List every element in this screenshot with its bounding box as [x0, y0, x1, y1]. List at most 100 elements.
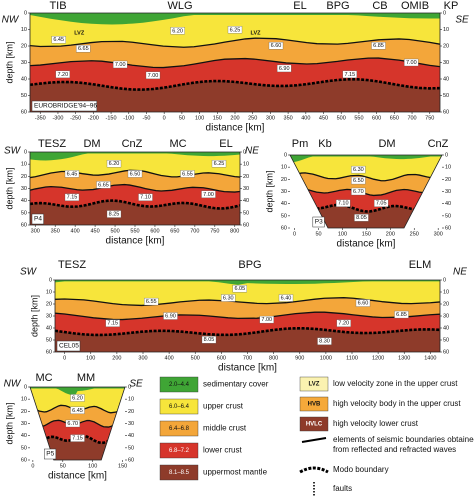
y-tick-label: 10 — [243, 162, 249, 168]
region-label: KP — [444, 0, 459, 12]
moho-boundary — [30, 199, 240, 210]
profile-tag: EUROBRIDGE'94–96 — [34, 103, 97, 110]
velocity-box — [317, 337, 332, 345]
velocity-box — [105, 319, 120, 327]
x-tick-label: -150 — [106, 115, 117, 121]
y-tick-label: 60 — [443, 109, 449, 115]
x-tick-label: 700 — [243, 355, 252, 361]
profile-tag: P3 — [315, 219, 323, 226]
y-tick-label: 60 — [445, 225, 451, 231]
y-tick-label: 40 — [243, 198, 249, 204]
profile-tag-box — [312, 216, 325, 228]
x-tick-label: -300 — [52, 115, 63, 121]
y-tick-label: 40 — [281, 201, 287, 207]
velocity-box — [227, 26, 243, 34]
x-tick-label: 300 — [31, 228, 40, 234]
velocity-label: 6.30 — [223, 295, 234, 301]
velocity-box — [336, 319, 351, 327]
orientation-label: NW — [2, 15, 20, 26]
y-tick-label: 30 — [21, 186, 27, 192]
legend-swatch — [159, 420, 199, 437]
x-tick-label: 500 — [110, 228, 119, 234]
x-tick-label: 0 — [293, 231, 296, 237]
profile-panel: TIB WLG EL BPG CB OMIB KP NW SE 0 0 10 10 20 20 30 30 40 4… — [2, 0, 469, 134]
moho-boundary — [30, 78, 440, 91]
y-tick-label: 10 — [128, 397, 134, 403]
y-tick-label: 0 — [49, 277, 52, 283]
profile-tag: P5 — [46, 451, 54, 458]
legend-label: low velocity zone in the upper crust — [333, 379, 458, 388]
orientation-label: SW — [20, 267, 38, 278]
velocity-box — [106, 160, 122, 168]
y-tick-label: 30 — [443, 60, 449, 66]
x-tick-label: 600 — [372, 115, 381, 121]
x-tick-label: 300 — [138, 355, 147, 361]
y-tick-label: 20 — [281, 177, 287, 183]
y-tick-label: 0 — [243, 149, 246, 155]
x-tick-label: 650 — [170, 228, 179, 234]
y-tick-label: 10 — [21, 27, 27, 33]
legend-code: HVLC — [306, 422, 323, 428]
x-tick-label: 700 — [407, 115, 416, 121]
y-axis-label: depth [km] — [4, 41, 14, 83]
y-tick-label: 50 — [21, 210, 27, 216]
panel-frame — [289, 154, 443, 229]
velocity-label: 7.10 — [140, 195, 151, 201]
orientation-label: SW — [4, 146, 22, 157]
x-tick-label: 250 — [410, 231, 419, 237]
y-tick-label: 0 — [24, 149, 27, 155]
y-tick-label: 40 — [46, 325, 52, 331]
legend-moho — [299, 466, 329, 474]
seismic-boundary — [30, 183, 240, 193]
x-tick-label: 250 — [248, 115, 257, 121]
velocity-label: 6.30 — [353, 167, 364, 173]
x-tick-label: 550 — [130, 228, 139, 234]
profile-tag: CEL05 — [59, 343, 79, 350]
velocity-label: 6.55 — [146, 299, 157, 305]
y-tick-label: 50 — [243, 210, 249, 216]
profile-tag-box — [31, 213, 44, 225]
velocity-box — [163, 312, 178, 320]
region-label: TESZ — [58, 259, 86, 271]
x-tick-label: -100 — [123, 115, 134, 121]
x-tick-label: 450 — [91, 228, 100, 234]
velocity-box — [336, 199, 351, 207]
region-label: TESZ — [38, 138, 66, 150]
legend-label: lower crust — [203, 446, 242, 455]
profile-panel: TESZ BPG ELM SW NE 0 0 10 10 20 20 30 30 40 40 50 50 60 60… — [20, 259, 467, 374]
x-tick-label: 400 — [165, 355, 174, 361]
y-tick-label: 0 — [445, 152, 448, 158]
y-tick-label: 0 — [128, 384, 131, 390]
legend-label: high velocity body in the upper crust — [333, 399, 461, 408]
velocity-box — [342, 70, 357, 79]
y-tick-label: 30 — [281, 189, 287, 195]
y-axis-label: depth [km] — [4, 402, 14, 444]
y-tick-label: 0 — [24, 10, 27, 16]
y-tick-label: 20 — [128, 409, 134, 415]
x-tick-label: 0 — [163, 115, 166, 121]
x-tick-label: 500 — [191, 355, 200, 361]
x-tick-label: 650 — [390, 115, 399, 121]
velocity-box — [278, 294, 294, 302]
y-tick-label: 50 — [128, 445, 134, 451]
x-tick-label: 1300 — [398, 355, 410, 361]
y-tick-label: 20 — [21, 43, 27, 49]
y-tick-label: 40 — [443, 76, 449, 82]
x-tick-label: 0 — [31, 463, 34, 469]
y-tick-label: 10 — [443, 27, 449, 33]
seismic-boundary — [30, 57, 440, 69]
y-tick-label: 20 — [46, 301, 52, 307]
velocity-box — [106, 210, 122, 218]
region-label: OMIB — [401, 0, 429, 12]
profile-tag-box — [44, 448, 57, 460]
legend-label: upper crust — [203, 402, 244, 411]
x-tick-label: 1400 — [424, 355, 436, 361]
y-tick-label: 10 — [46, 289, 52, 295]
velocity-box — [394, 310, 409, 319]
velocity-label: 7.05 — [376, 201, 387, 207]
velocity-box — [65, 419, 80, 428]
legend-label: uppermost mantle — [203, 468, 268, 477]
velocity-label: 7.10 — [338, 201, 349, 207]
x-tick-label: 800 — [269, 355, 278, 361]
